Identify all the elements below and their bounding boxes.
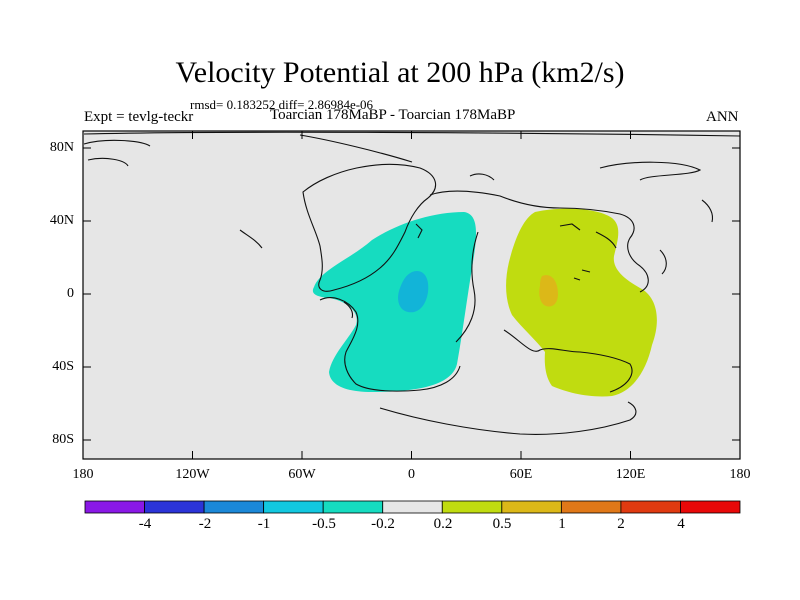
season-label: ANN [706, 109, 739, 125]
colorbar-box [620, 500, 681, 514]
lat-label: 0 [67, 286, 74, 301]
colorbar-label: 0.2 [433, 516, 453, 532]
colorbar-box [501, 500, 562, 514]
lat-label: 80N [49, 140, 74, 155]
colorbar-label: -0.5 [312, 516, 336, 532]
experiment-label: Expt = tevlg-teckr [84, 109, 194, 125]
colorbar-box [382, 500, 443, 514]
colorbar-box [203, 500, 265, 514]
colorbar-label: -1 [257, 516, 271, 532]
negative-core [398, 270, 429, 313]
stats-text: rmsd= 0.183252 diff= 2.86984e-06 [190, 97, 374, 112]
colorbar-box [680, 500, 741, 514]
colorbar-label: 0.5 [492, 516, 512, 532]
colorbar-label: -2 [198, 516, 212, 532]
colorbar-label: 2 [617, 516, 625, 532]
negative-region [312, 212, 477, 392]
lat-label: 80S [52, 432, 74, 447]
colorbar [84, 500, 741, 514]
positive-core [539, 275, 558, 307]
lon-label: 120W [175, 467, 210, 482]
colorbar-label: -0.2 [371, 516, 395, 532]
colorbar-box [144, 500, 205, 514]
colorbar-box [263, 500, 324, 514]
lon-label: 180 [729, 467, 751, 482]
lon-label: 180 [72, 467, 94, 482]
coastlines [83, 131, 741, 435]
lon-label: 0 [408, 467, 415, 482]
colorbar-box [560, 500, 622, 514]
case-label: Toarcian 178MaBP - Toarcian 178MaBP [270, 107, 516, 123]
colorbar-box [322, 500, 384, 514]
lat-label: 40S [52, 359, 74, 374]
lat-ticks [83, 147, 740, 441]
plot-title: Velocity Potential at 200 hPa (km2/s) [175, 56, 625, 89]
lon-label: 60W [288, 467, 316, 482]
colorbar-label: 1 [558, 516, 566, 532]
lon-ticks [82, 131, 741, 459]
colorbar-label: 4 [677, 516, 685, 532]
colorbar-box [441, 500, 503, 514]
lon-label: 60E [509, 467, 533, 482]
lat-label: 40N [49, 213, 74, 228]
colorbar-box [84, 500, 145, 514]
colorbar-label: -4 [138, 516, 152, 532]
lon-label: 120E [615, 467, 646, 482]
